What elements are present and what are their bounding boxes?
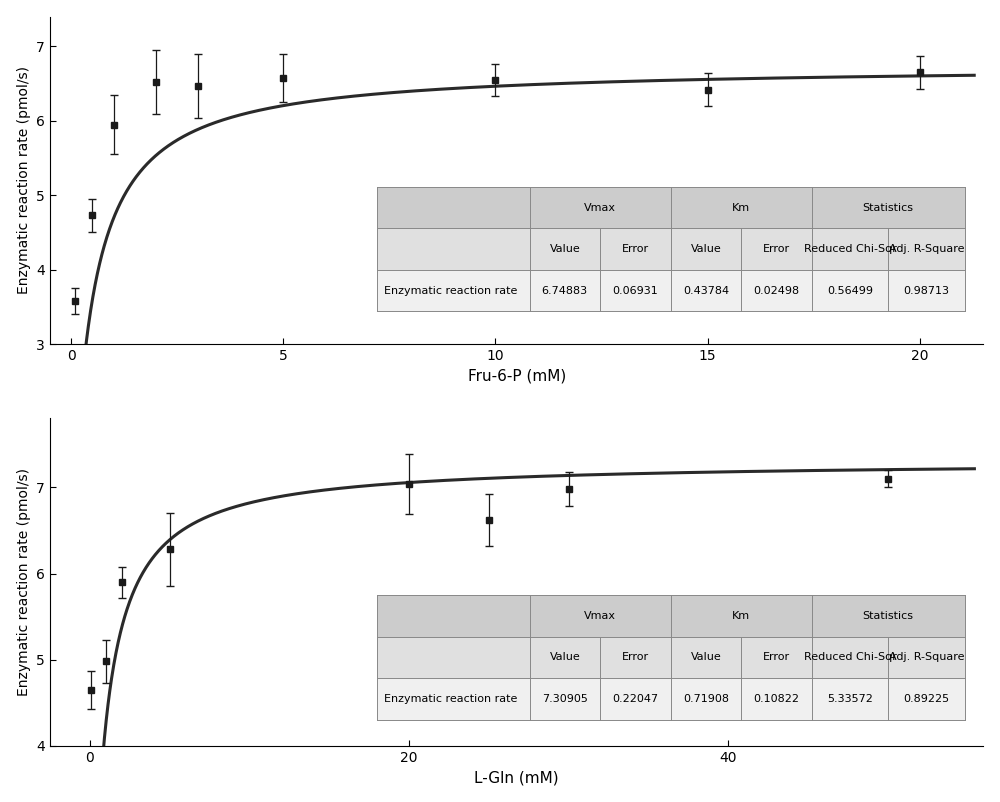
Text: 0.02498: 0.02498 (753, 286, 800, 296)
Text: Value: Value (691, 245, 721, 254)
Text: Vmax: Vmax (584, 611, 616, 621)
Bar (812, 270, 888, 311)
Bar (377, 637, 530, 678)
Bar (671, 229, 741, 270)
Bar (600, 678, 671, 719)
Text: Statistics: Statistics (863, 203, 914, 213)
Text: Error: Error (763, 245, 790, 254)
Bar (377, 270, 530, 311)
Bar (530, 637, 600, 678)
Text: 0.43784: 0.43784 (683, 286, 729, 296)
Bar (812, 678, 888, 719)
Text: 0.06931: 0.06931 (612, 286, 658, 296)
Text: Value: Value (691, 653, 721, 662)
Text: Vmax: Vmax (584, 203, 616, 213)
Text: Value: Value (549, 245, 580, 254)
Bar (671, 270, 741, 311)
Text: Value: Value (549, 653, 580, 662)
Bar (600, 637, 671, 678)
Text: Reduced Chi-Sqr: Reduced Chi-Sqr (804, 653, 896, 662)
Bar (812, 229, 888, 270)
Bar (888, 229, 965, 270)
Bar (377, 678, 530, 719)
Text: 0.71908: 0.71908 (683, 694, 729, 704)
Text: Enzymatic reaction rate: Enzymatic reaction rate (384, 286, 517, 296)
Bar (812, 637, 888, 678)
Bar (741, 637, 812, 678)
Text: 0.22047: 0.22047 (612, 694, 658, 704)
Text: 0.10822: 0.10822 (753, 694, 799, 704)
Text: Km: Km (732, 203, 750, 213)
Bar (671, 637, 741, 678)
Text: Error: Error (763, 653, 790, 662)
Text: Enzymatic reaction rate: Enzymatic reaction rate (384, 694, 517, 704)
Text: 0.89225: 0.89225 (903, 694, 950, 704)
Bar (741, 270, 812, 311)
Y-axis label: Enzymatic reaction rate (pmol/s): Enzymatic reaction rate (pmol/s) (17, 67, 31, 294)
Bar (600, 270, 671, 311)
Text: Adj. R-Square: Adj. R-Square (889, 653, 964, 662)
Bar (530, 229, 600, 270)
Bar (888, 678, 965, 719)
Bar (741, 678, 812, 719)
Text: 5.33572: 5.33572 (827, 694, 873, 704)
Text: Error: Error (622, 653, 649, 662)
Bar (600, 229, 671, 270)
X-axis label: Fru-6-P (mM): Fru-6-P (mM) (468, 369, 566, 383)
Bar (377, 187, 530, 229)
Bar (530, 270, 600, 311)
Bar (377, 595, 530, 637)
Text: 0.56499: 0.56499 (827, 286, 873, 296)
Y-axis label: Enzymatic reaction rate (pmol/s): Enzymatic reaction rate (pmol/s) (17, 468, 31, 696)
Text: 7.30905: 7.30905 (542, 694, 588, 704)
Bar (530, 678, 600, 719)
Bar (530, 595, 671, 637)
Bar (741, 229, 812, 270)
Text: 6.74883: 6.74883 (542, 286, 588, 296)
Bar (671, 595, 812, 637)
Bar (812, 187, 965, 229)
Bar (812, 595, 965, 637)
Text: 0.98713: 0.98713 (903, 286, 949, 296)
Text: Reduced Chi-Sqr: Reduced Chi-Sqr (804, 245, 896, 254)
Text: Km: Km (732, 611, 750, 621)
Text: Adj. R-Square: Adj. R-Square (889, 245, 964, 254)
Bar (888, 637, 965, 678)
X-axis label: L-Gln (mM): L-Gln (mM) (474, 771, 559, 785)
Text: Statistics: Statistics (863, 611, 914, 621)
Bar (671, 187, 812, 229)
Bar (888, 270, 965, 311)
Bar (530, 187, 671, 229)
Text: Error: Error (622, 245, 649, 254)
Bar (377, 229, 530, 270)
Bar (671, 678, 741, 719)
